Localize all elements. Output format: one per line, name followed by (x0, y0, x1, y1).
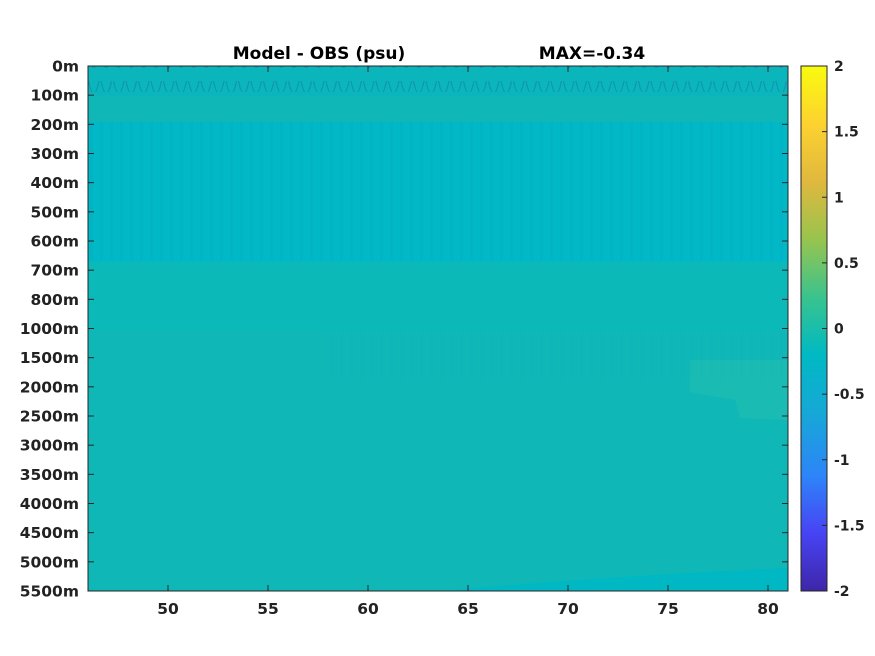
y-tick-label: 500m (30, 203, 79, 221)
y-tick-label: 4000m (20, 495, 79, 513)
x-axis-ticks: 50 55 60 65 70 75 80 (157, 66, 779, 618)
heatmap-field (88, 66, 788, 591)
band-intermediate (88, 262, 788, 332)
colorbar-tick-label: 0 (834, 322, 844, 338)
colorbar-tick-label: -0.5 (834, 387, 865, 403)
x-tick-label: 50 (157, 600, 179, 618)
y-tick-label: 2000m (20, 378, 79, 396)
max-annotation: MAX=-0.34 (539, 44, 646, 64)
y-tick-label: 700m (30, 262, 79, 280)
y-tick-label: 0m (52, 58, 79, 76)
y-tick-label: 2500m (20, 408, 79, 426)
x-tick-label: 80 (757, 600, 779, 618)
x-tick-label: 65 (457, 600, 479, 618)
colorbar-ticks: 2 1.5 1 0.5 0 -0.5 -1 -1.5 -2 (822, 59, 865, 600)
band-bottom (440, 568, 788, 591)
chart-title: Model - OBS (psu) (233, 44, 406, 64)
colorbar-tick-label: 1 (834, 190, 844, 206)
colorbar-tick-label: 2 (834, 59, 844, 75)
colorbar-tick-label: 0.5 (834, 256, 859, 272)
colorbar: 2 1.5 1 0.5 0 -0.5 -1 -1.5 -2 (800, 59, 865, 600)
y-tick-label: 4500m (20, 524, 79, 542)
x-tick-label: 60 (357, 600, 379, 618)
x-tick-label: 55 (257, 600, 279, 618)
y-tick-label: 5500m (20, 583, 79, 601)
y-tick-label: 200m (30, 116, 79, 134)
colorbar-tick-label: 1.5 (834, 125, 859, 141)
x-tick-label: 75 (657, 600, 679, 618)
y-tick-label: 3000m (20, 437, 79, 455)
y-tick-label: 5000m (20, 553, 79, 571)
colorbar-tick-label: -1 (834, 453, 850, 469)
y-tick-label: 100m (30, 87, 79, 105)
band-surface-pattern (88, 66, 788, 92)
y-tick-label: 400m (30, 174, 79, 192)
y-tick-label: 800m (30, 291, 79, 309)
x-tick-label: 70 (557, 600, 579, 618)
band-upper-ocean-stripes (88, 122, 788, 260)
y-tick-label: 600m (30, 233, 79, 251)
band-positive-patch (690, 360, 788, 420)
y-axis-ticks: 0m 100m 200m 300m 400m 500m 600m 700m 800m 1000m 1… (20, 58, 788, 601)
y-tick-label: 1000m (20, 320, 79, 338)
y-tick-label: 3500m (20, 466, 79, 484)
y-tick-label: 1500m (20, 349, 79, 367)
colorbar-tick-label: -2 (834, 584, 850, 600)
y-tick-label: 300m (30, 145, 79, 163)
colorbar-tick-label: -1.5 (834, 518, 865, 534)
